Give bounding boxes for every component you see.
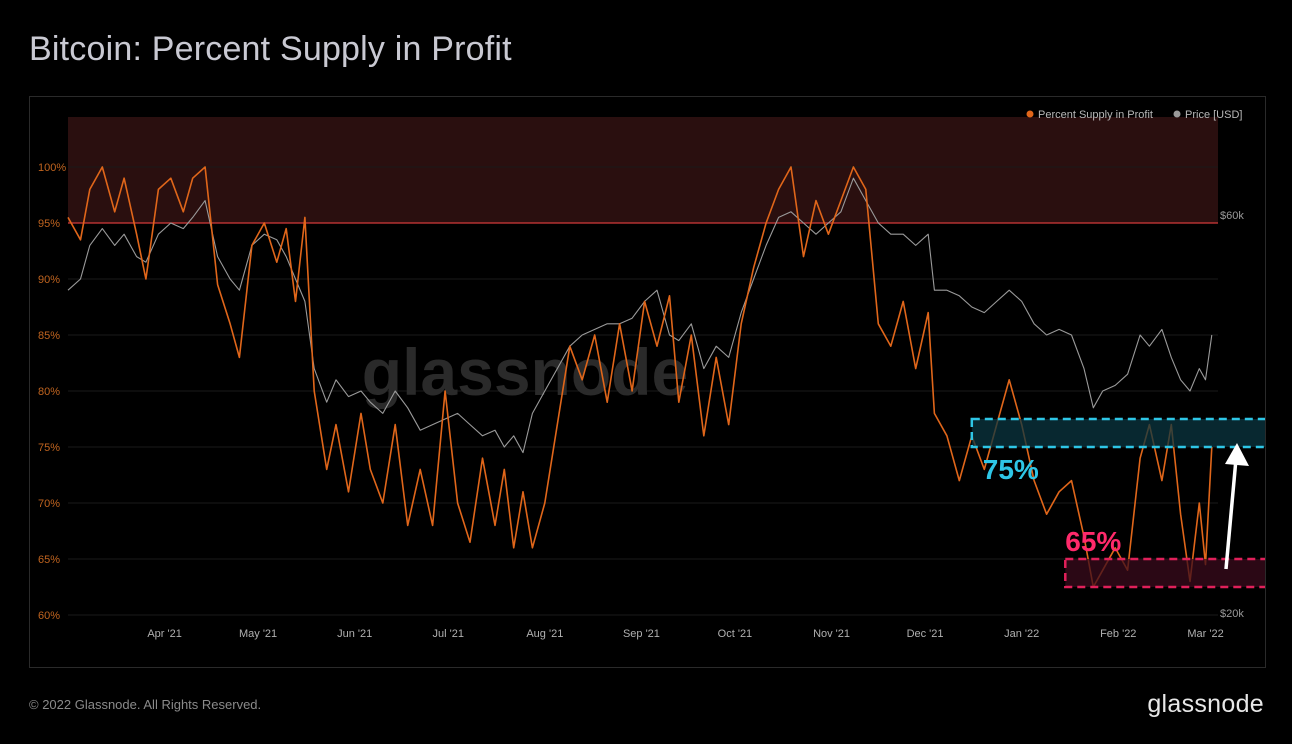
y-tick-label: 90% bbox=[38, 274, 60, 286]
x-tick-label: Nov '21 bbox=[813, 628, 850, 640]
y-tick-label: 80% bbox=[38, 386, 60, 398]
chart-panel: glassnode 60% 65% 70% 75% 80% 85% 90% 95% 100% $60… bbox=[29, 96, 1292, 668]
y-tick-label: 95% bbox=[38, 218, 60, 230]
arrow-head-icon bbox=[1225, 443, 1249, 466]
box-65-annotation bbox=[1064, 557, 1292, 589]
x-tick-label: Apr '21 bbox=[147, 628, 182, 640]
x-tick-label: Mar '22 bbox=[1187, 628, 1223, 640]
arrow-shaft bbox=[1224, 458, 1238, 570]
y-tick-label: 65% bbox=[38, 554, 60, 566]
x-tick-label: Jul '21 bbox=[432, 628, 463, 640]
x-tick-label: Dec '21 bbox=[907, 628, 944, 640]
x-tick-label: Feb '22 bbox=[1100, 628, 1136, 640]
legend-swatch-supply bbox=[1026, 110, 1034, 118]
y-tick-label: 100% bbox=[38, 162, 66, 174]
x-tick-label: May '21 bbox=[239, 628, 277, 640]
legend-label-supply: Percent Supply in Profit bbox=[1038, 109, 1153, 121]
x-tick-label: Oct '21 bbox=[718, 628, 753, 640]
y-right-tick-label: $20k bbox=[1220, 608, 1244, 620]
page-title: Bitcoin: Percent Supply in Profit bbox=[29, 30, 512, 68]
legend-swatch-price bbox=[1173, 110, 1181, 118]
footer-logo: glassnode bbox=[1147, 690, 1264, 718]
x-tick-label: Jun '21 bbox=[337, 628, 372, 640]
copyright: © 2022 Glassnode. All Rights Reserved. bbox=[29, 697, 262, 712]
label-75: 75% bbox=[983, 454, 1039, 485]
price-line bbox=[67, 177, 1213, 454]
supply-in-profit-line bbox=[67, 166, 1213, 588]
x-tick-label: Aug '21 bbox=[526, 628, 563, 640]
legend-label-price: Price [USD] bbox=[1185, 109, 1242, 121]
y-tick-label: 60% bbox=[38, 610, 60, 622]
high-profit-band bbox=[68, 117, 1218, 223]
y-tick-label: 75% bbox=[38, 442, 60, 454]
y-tick-label: 85% bbox=[38, 330, 60, 342]
x-tick-label: Jan '22 bbox=[1004, 628, 1039, 640]
box-75-annotation bbox=[970, 417, 1292, 449]
watermark: glassnode bbox=[362, 335, 688, 409]
y-right-tick-label: $60k bbox=[1220, 210, 1244, 222]
x-tick-label: Sep '21 bbox=[623, 628, 660, 640]
label-65: 65% bbox=[1065, 526, 1121, 557]
y-tick-label: 70% bbox=[38, 498, 60, 510]
chart-svg: glassnode 60% 65% 70% 75% 80% 85% 90% 95% 100% $60… bbox=[38, 109, 1292, 640]
